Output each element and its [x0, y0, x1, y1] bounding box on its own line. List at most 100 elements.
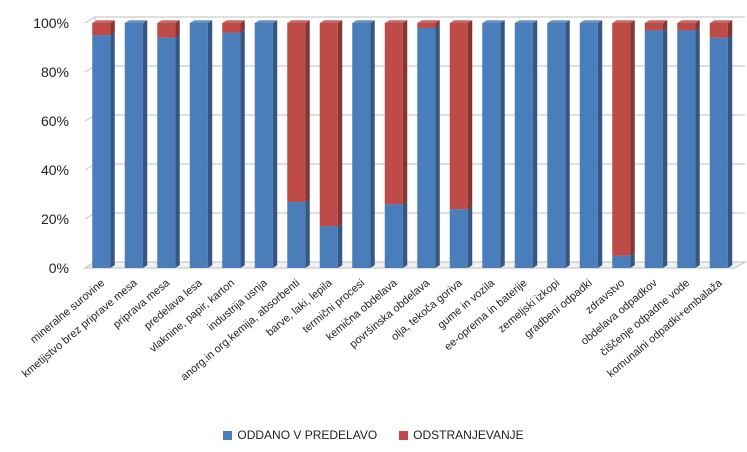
- bar-segment-disposal: [319, 23, 338, 227]
- bar-side: [500, 20, 505, 268]
- legend-item-disposal: ODSTRANJEVANJE: [399, 428, 524, 442]
- y-tick-label: 20%: [41, 211, 69, 227]
- bar-side: [402, 201, 408, 268]
- bar-top: [579, 20, 603, 23]
- bar-top: [287, 20, 310, 23]
- bar-top: [352, 20, 375, 23]
- bar-side: [240, 20, 245, 33]
- bar-side: [727, 35, 733, 268]
- y-tick-label: 60%: [41, 113, 69, 129]
- bar-segment-disposal: [417, 23, 436, 28]
- bar-side: [630, 20, 635, 256]
- bar-segment-recovery: [189, 23, 208, 268]
- bar-side: [630, 253, 635, 268]
- bar-top: [417, 20, 440, 23]
- bar-side: [337, 20, 343, 227]
- bar-segment-disposal: [287, 23, 306, 202]
- bar-top: [384, 20, 408, 23]
- bar-segment-recovery: [612, 255, 631, 268]
- bar-top: [92, 20, 115, 23]
- bar-segment-disposal: [384, 23, 403, 205]
- bar-side: [695, 20, 700, 31]
- bar-side: [435, 25, 440, 269]
- bar-top: [709, 20, 733, 23]
- bar-top: [189, 20, 213, 23]
- bar-side: [727, 20, 733, 38]
- bar-side: [597, 20, 603, 268]
- bar-side: [142, 20, 148, 268]
- bar-segment-disposal: [222, 23, 241, 33]
- bar-side: [467, 20, 473, 210]
- bar-side: [272, 20, 278, 268]
- bar-side: [565, 20, 570, 268]
- bar-segment-recovery: [677, 30, 696, 268]
- legend-item-recovery: ODDANO V PREDELAVO: [223, 428, 377, 442]
- y-tick-label: 100%: [33, 15, 69, 31]
- bar-segment-recovery: [579, 23, 598, 268]
- bar-segment-disposal: [449, 23, 468, 210]
- bar-segment-recovery: [709, 37, 728, 269]
- bar-segment-recovery: [92, 35, 111, 268]
- bar-segment-recovery: [254, 23, 273, 268]
- bar-top: [644, 20, 668, 23]
- gridline-side: [84, 16, 96, 24]
- legend-swatch-disposal: [399, 430, 409, 440]
- bar-segment-recovery: [124, 23, 143, 268]
- bar-side: [207, 20, 213, 268]
- bar-top: [449, 20, 473, 23]
- bar-top: [482, 20, 505, 23]
- bar-segment-disposal: [644, 23, 663, 31]
- y-tick-label: 80%: [41, 64, 69, 80]
- bar-segment-recovery: [449, 209, 468, 268]
- bar-side: [695, 27, 700, 269]
- bar-top: [124, 20, 148, 23]
- bar-segment-recovery: [417, 27, 436, 269]
- bar-side: [305, 20, 310, 202]
- bar-top: [157, 20, 180, 23]
- bar-top: [677, 20, 700, 23]
- bar-top: [319, 20, 343, 23]
- bar-segment-recovery: [157, 37, 176, 269]
- bar-top: [612, 20, 635, 23]
- bar-segment-recovery: [644, 30, 663, 268]
- bar-segment-disposal: [709, 23, 728, 38]
- bar-side: [370, 20, 375, 268]
- bar-segment-recovery: [352, 23, 371, 268]
- bar-side: [662, 20, 668, 31]
- bar-side: [110, 32, 115, 268]
- bar-segment-recovery: [482, 23, 501, 268]
- bar-side: [662, 27, 668, 269]
- bar-side: [337, 223, 343, 268]
- legend-label-disposal: ODSTRANJEVANJE: [413, 428, 524, 442]
- bar-top: [514, 20, 538, 23]
- bar-segment-recovery: [287, 201, 306, 268]
- bar-side: [435, 20, 440, 28]
- bar-side: [175, 35, 180, 268]
- y-tick-label: 0%: [49, 260, 69, 276]
- bar-side: [110, 20, 115, 36]
- y-tick-label: 40%: [41, 162, 69, 178]
- legend: ODDANO V PREDELAVO ODSTRANJEVANJE: [0, 428, 747, 442]
- bar-side: [402, 20, 408, 205]
- bar-top: [547, 20, 570, 23]
- legend-swatch-recovery: [223, 430, 233, 440]
- bar-top: [254, 20, 278, 23]
- bar-segment-recovery: [547, 23, 566, 268]
- bar-segment-recovery: [222, 32, 241, 268]
- bar-segment-recovery: [384, 204, 403, 268]
- bar-segment-disposal: [157, 23, 176, 38]
- bar-segment-recovery: [319, 226, 338, 268]
- legend-label-recovery: ODDANO V PREDELAVO: [237, 428, 378, 442]
- bar-segment-disposal: [677, 23, 696, 31]
- bar-segment-disposal: [612, 23, 631, 256]
- x-tick-label: anorg.in org.kemija, absorbenti: [179, 277, 302, 383]
- bar-top: [222, 20, 245, 23]
- bar-side: [532, 20, 538, 268]
- bar-side: [240, 30, 245, 268]
- bar-segment-recovery: [514, 23, 533, 268]
- bar-segment-disposal: [92, 23, 111, 36]
- bar-side: [175, 20, 180, 38]
- stacked-bar-chart: 0%20%40%60%80%100%mineralne surovinekmet…: [20, 15, 747, 383]
- bar-side: [305, 199, 310, 268]
